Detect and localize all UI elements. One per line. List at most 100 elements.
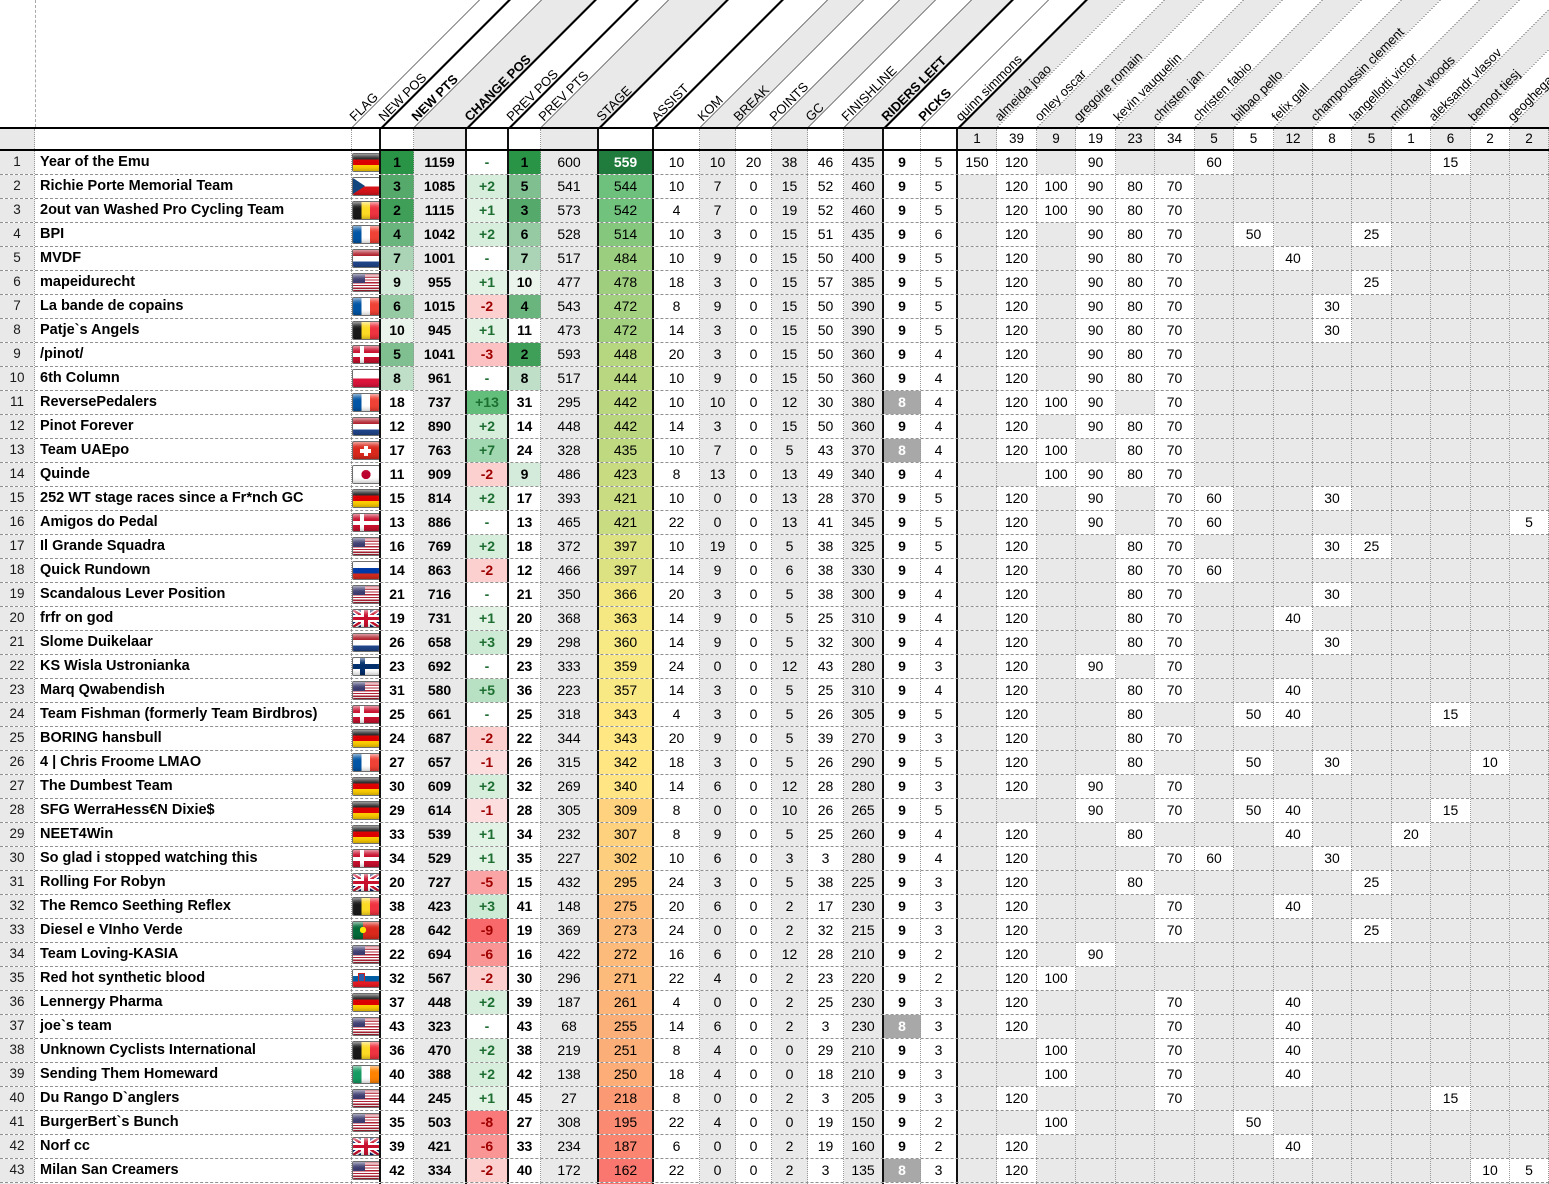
change-pos-cell[interactable]: +2 <box>467 1063 509 1086</box>
rider-points-cell[interactable] <box>1274 535 1313 558</box>
rider-points-cell[interactable]: 90 <box>1076 223 1116 246</box>
rider-points-cell[interactable]: 100 <box>1037 199 1076 222</box>
rider-points-cell[interactable] <box>958 967 997 990</box>
rider-points-cell[interactable] <box>1195 871 1234 894</box>
picks-cell[interactable]: 4 <box>921 823 958 846</box>
rider-points-cell[interactable] <box>1116 967 1155 990</box>
rider-points-cell[interactable] <box>1076 991 1116 1014</box>
riders-left-cell[interactable]: 9 <box>884 871 921 894</box>
gc-cell[interactable]: 50 <box>808 295 844 318</box>
change-pos-cell[interactable]: +1 <box>467 607 509 630</box>
count-row-cell-chg[interactable] <box>467 129 509 149</box>
points-cell[interactable]: 2 <box>772 967 808 990</box>
picks-cell[interactable]: 3 <box>921 919 958 942</box>
rider-points-cell[interactable]: 120 <box>997 439 1037 462</box>
finishline-cell[interactable]: 370 <box>844 439 884 462</box>
rider-points-cell[interactable] <box>997 1039 1037 1062</box>
rider-points-cell[interactable]: 70 <box>1155 343 1195 366</box>
finishline-cell[interactable]: 300 <box>844 631 884 654</box>
picks-cell[interactable]: 4 <box>921 847 958 870</box>
rider-points-cell[interactable] <box>1431 727 1471 750</box>
points-cell[interactable]: 15 <box>772 223 808 246</box>
picks-cell[interactable]: 5 <box>921 487 958 510</box>
gc-cell[interactable]: 28 <box>808 775 844 798</box>
rider-points-cell[interactable] <box>1313 895 1352 918</box>
kom-cell[interactable]: 9 <box>700 559 736 582</box>
finishline-cell[interactable]: 330 <box>844 559 884 582</box>
points-cell[interactable]: 2 <box>772 1159 808 1182</box>
assist-cell[interactable]: 24 <box>654 655 700 678</box>
gc-cell[interactable]: 3 <box>808 1015 844 1038</box>
rider-points-cell[interactable] <box>1510 151 1549 174</box>
team-name-cell[interactable]: Lennergy Pharma <box>35 991 352 1014</box>
gc-cell[interactable]: 32 <box>808 631 844 654</box>
new-pos-cell[interactable]: 44 <box>381 1087 414 1110</box>
new-pos-cell[interactable]: 24 <box>381 727 414 750</box>
rider-points-cell[interactable] <box>1313 439 1352 462</box>
rider-points-cell[interactable] <box>1352 967 1392 990</box>
rider-points-cell[interactable]: 30 <box>1313 847 1352 870</box>
team-name-cell[interactable]: NEET4Win <box>35 823 352 846</box>
rider-points-cell[interactable] <box>1313 1015 1352 1038</box>
row-number-cell[interactable]: 18 <box>0 559 35 582</box>
rider-points-cell[interactable] <box>1313 367 1352 390</box>
kom-cell[interactable]: 0 <box>700 487 736 510</box>
prev-pts-cell[interactable]: 315 <box>541 751 599 774</box>
row-number-cell[interactable]: 17 <box>0 535 35 558</box>
rider-points-cell[interactable]: 70 <box>1155 415 1195 438</box>
new-pos-cell[interactable]: 9 <box>381 271 414 294</box>
new-pos-cell[interactable]: 36 <box>381 1039 414 1062</box>
break-cell[interactable]: 0 <box>736 655 772 678</box>
rider-points-cell[interactable] <box>1116 799 1155 822</box>
prev-pts-cell[interactable]: 422 <box>541 943 599 966</box>
rider-points-cell[interactable]: 70 <box>1155 247 1195 270</box>
points-cell[interactable]: 15 <box>772 271 808 294</box>
rider-points-cell[interactable] <box>958 991 997 1014</box>
flag-cell[interactable] <box>352 175 381 198</box>
rider-points-cell[interactable] <box>1392 751 1431 774</box>
rider-points-cell[interactable] <box>1431 247 1471 270</box>
count-row-cell-points[interactable] <box>772 129 808 149</box>
finishline-cell[interactable]: 385 <box>844 271 884 294</box>
new-pts-cell[interactable]: 1159 <box>414 151 467 174</box>
rider-points-cell[interactable] <box>1274 319 1313 342</box>
rider-points-cell[interactable] <box>958 415 997 438</box>
rider-points-cell[interactable] <box>1076 1087 1116 1110</box>
break-cell[interactable]: 0 <box>736 631 772 654</box>
prev-pos-cell[interactable]: 36 <box>509 679 541 702</box>
new-pos-cell[interactable]: 5 <box>381 343 414 366</box>
riders-left-cell[interactable]: 9 <box>884 463 921 486</box>
rider-points-cell[interactable] <box>1037 799 1076 822</box>
kom-cell[interactable]: 7 <box>700 199 736 222</box>
change-pos-cell[interactable]: -9 <box>467 919 509 942</box>
points-cell[interactable]: 13 <box>772 487 808 510</box>
row-number-cell[interactable]: 25 <box>0 727 35 750</box>
rider-points-cell[interactable] <box>1471 463 1510 486</box>
row-number-cell[interactable]: 19 <box>0 583 35 606</box>
flag-cell[interactable] <box>352 679 381 702</box>
rider-points-cell[interactable] <box>1195 247 1234 270</box>
kom-cell[interactable]: 4 <box>700 967 736 990</box>
assist-cell[interactable]: 24 <box>654 871 700 894</box>
rider-points-cell[interactable] <box>1352 295 1392 318</box>
break-cell[interactable]: 0 <box>736 799 772 822</box>
rider-points-cell[interactable]: 120 <box>997 1087 1037 1110</box>
rider-points-cell[interactable] <box>1471 799 1510 822</box>
rider-points-cell[interactable]: 100 <box>1037 175 1076 198</box>
new-pts-cell[interactable]: 687 <box>414 727 467 750</box>
break-cell[interactable]: 0 <box>736 679 772 702</box>
row-number-cell[interactable]: 32 <box>0 895 35 918</box>
rider-points-cell[interactable] <box>1234 775 1274 798</box>
rider-points-cell[interactable] <box>1510 391 1549 414</box>
new-pos-cell[interactable]: 12 <box>381 415 414 438</box>
rider-points-cell[interactable]: 120 <box>997 703 1037 726</box>
rider-points-cell[interactable] <box>1352 991 1392 1014</box>
rider-points-cell[interactable]: 120 <box>997 727 1037 750</box>
stage-points-cell[interactable]: 559 <box>599 151 654 174</box>
rider-points-cell[interactable] <box>1195 919 1234 942</box>
stage-points-cell[interactable]: 544 <box>599 175 654 198</box>
rider-points-cell[interactable] <box>1234 655 1274 678</box>
rider-pick-count[interactable]: 19 <box>1076 129 1116 149</box>
flag-cell[interactable] <box>352 631 381 654</box>
rider-points-cell[interactable] <box>1234 1135 1274 1158</box>
